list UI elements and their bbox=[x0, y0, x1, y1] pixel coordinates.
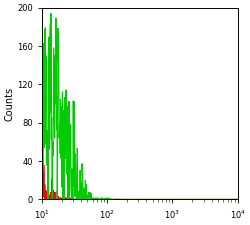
Y-axis label: Counts: Counts bbox=[4, 86, 14, 121]
